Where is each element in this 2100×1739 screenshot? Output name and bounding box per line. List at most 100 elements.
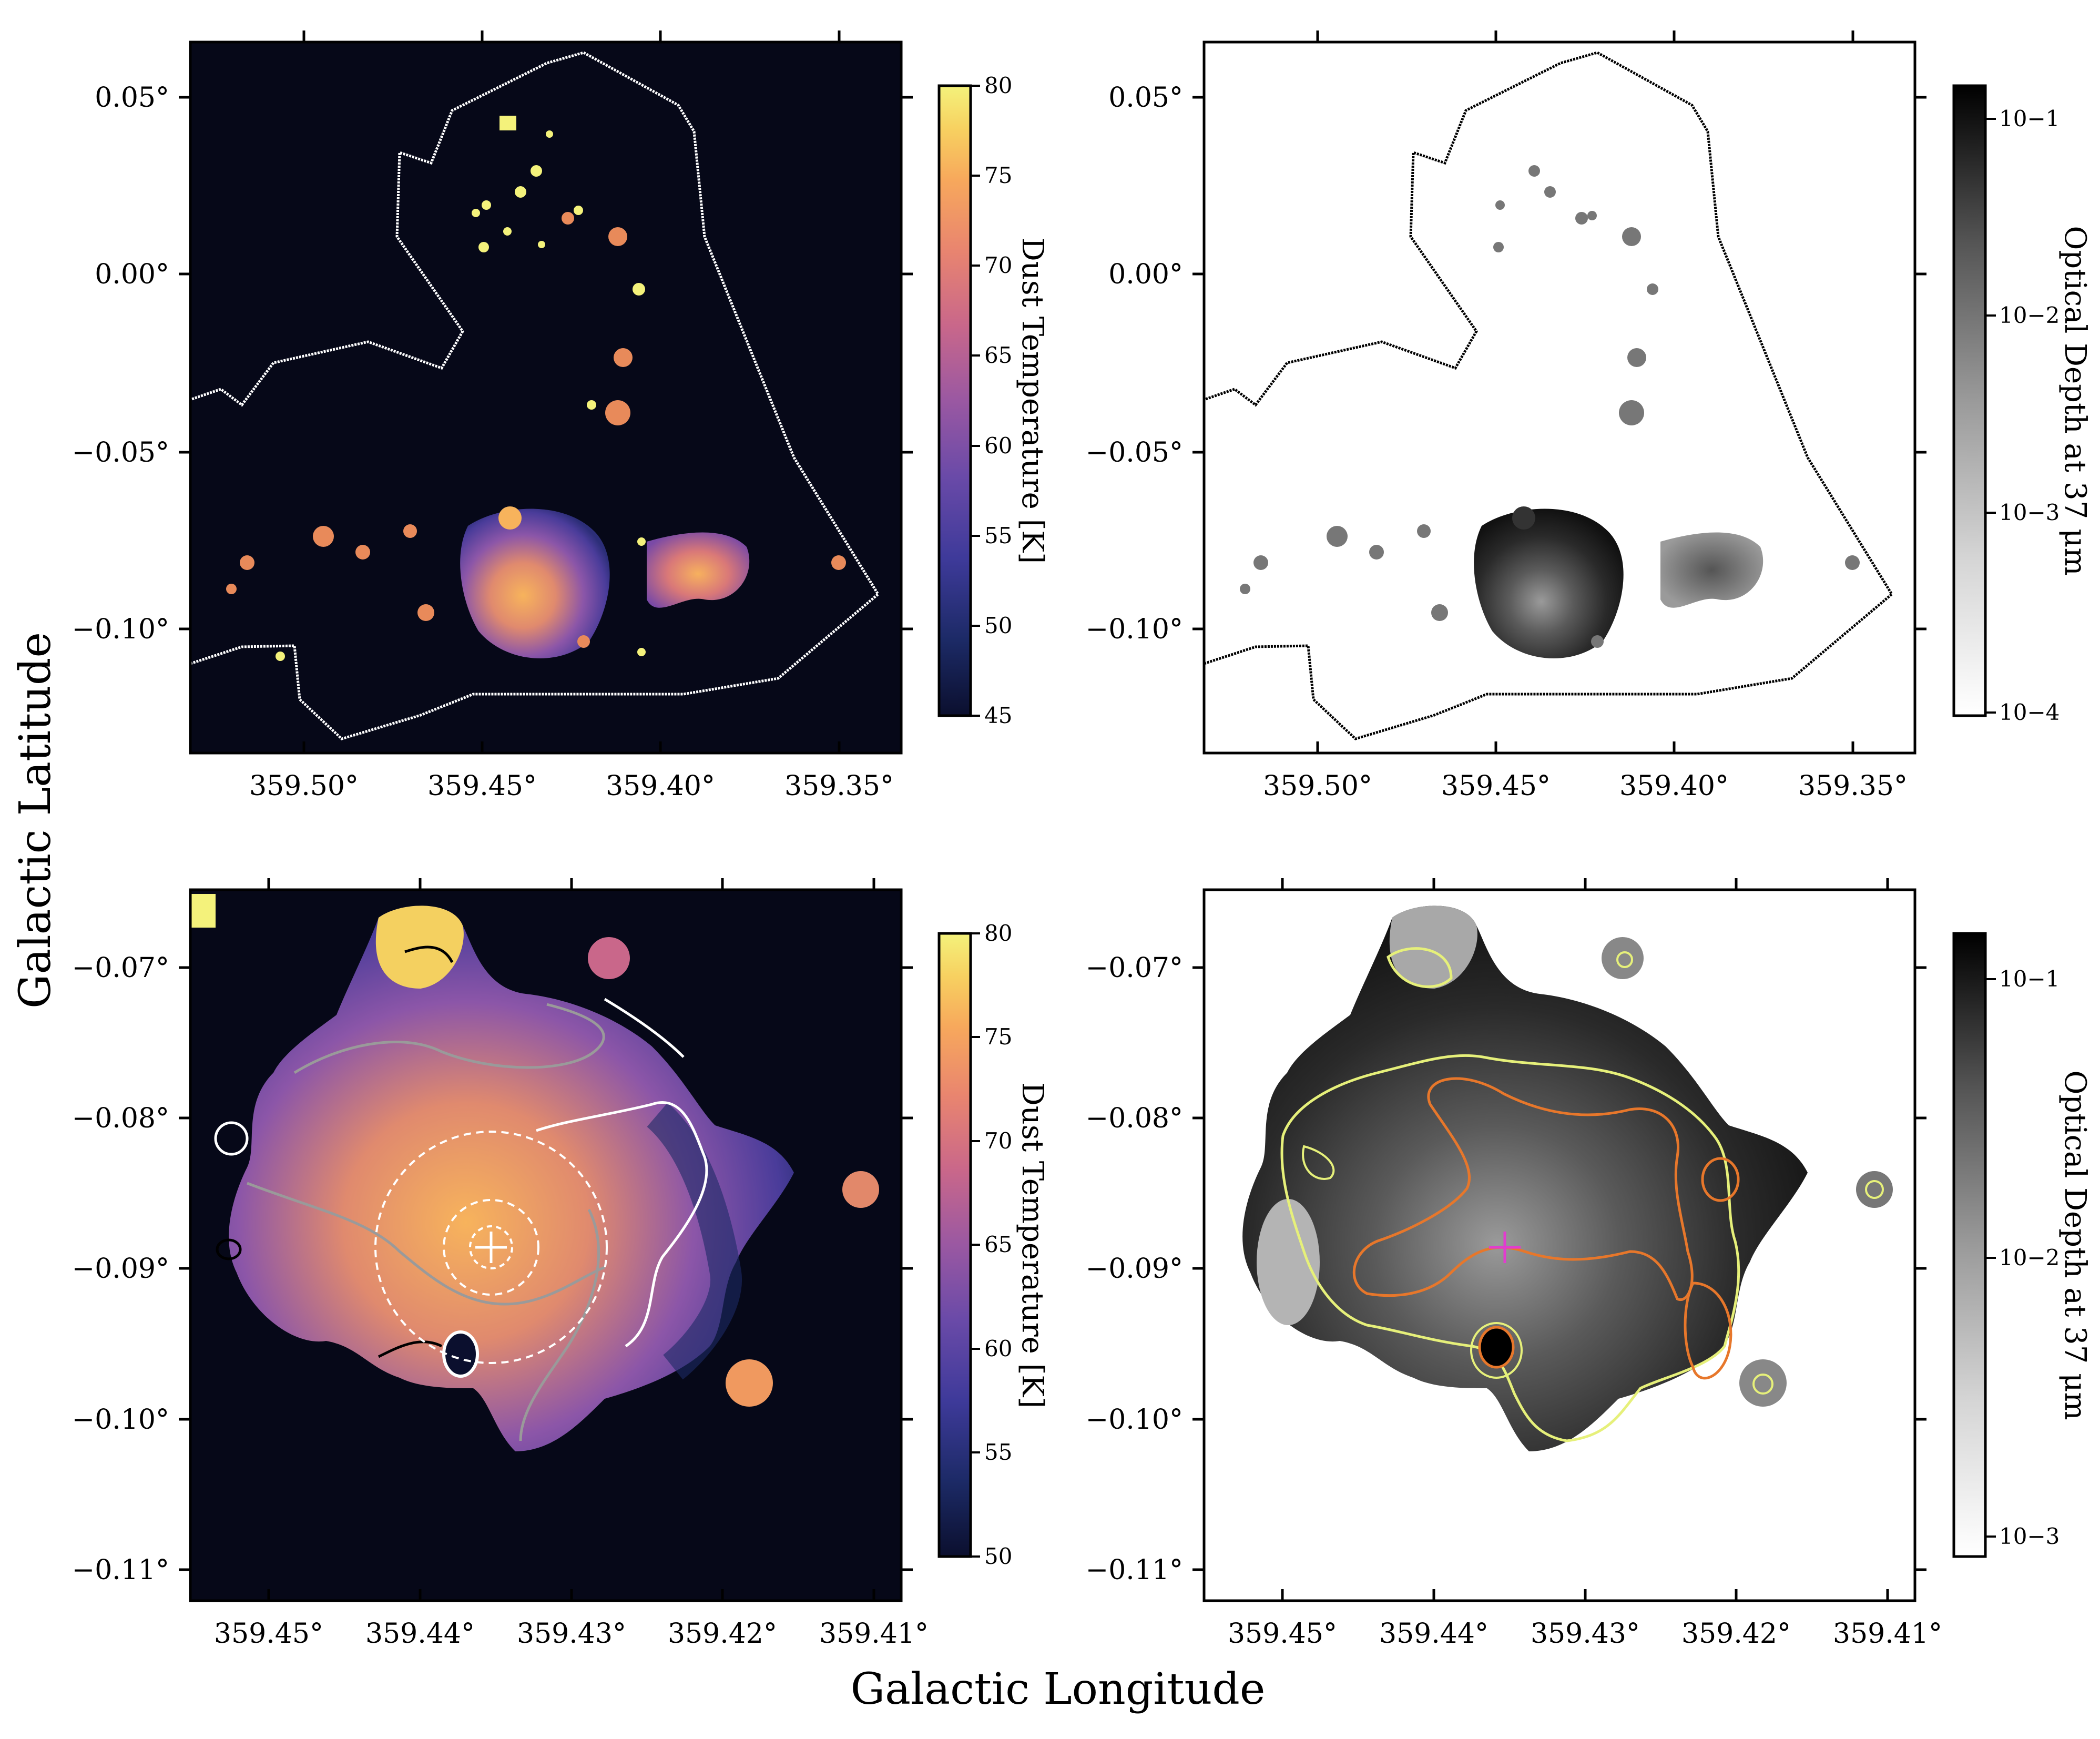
main-cloud xyxy=(1474,509,1624,659)
north-blob xyxy=(1389,906,1477,989)
cold-core xyxy=(442,1330,479,1378)
x-tick-labels: 359.50° 359.45° 359.40° 359.35° xyxy=(249,770,894,802)
colorbar-tick-label: 75 xyxy=(984,1024,1012,1050)
contour-yellow xyxy=(1280,1054,1740,1442)
colorbar-tick-label: 45 xyxy=(984,703,1012,728)
x-tick-label: 359.45° xyxy=(214,1618,323,1650)
colorbar-tick-label: 10−2 xyxy=(1999,1245,2060,1270)
main-cloud xyxy=(1242,906,1808,1451)
colorbar-title: Dust Temperature [K] xyxy=(1015,1082,1049,1408)
temperature-map-zoom xyxy=(190,894,879,1451)
y-tick-label: 0.05° xyxy=(1108,82,1183,114)
x-tick-label: 359.41° xyxy=(819,1618,929,1650)
x-tick-labels: 359.50° 359.45° 359.40° 359.35° xyxy=(1263,770,1908,802)
corner-hot-spot xyxy=(190,894,216,928)
west-lobe xyxy=(1257,1199,1320,1325)
x-tick-label: 359.43° xyxy=(1531,1618,1640,1650)
y-tick-labels: −0.07° −0.08° −0.09° −0.10° −0.11° xyxy=(1086,952,1183,1586)
compact-sources xyxy=(226,212,846,648)
temperature-map xyxy=(190,51,880,740)
panel-top-right: 359.50° 359.45° 359.40° 359.35° 0.05° 0.… xyxy=(1086,30,2092,802)
colorbar-tick-label: 10−1 xyxy=(1999,106,2060,131)
colorbar-tick-label: 65 xyxy=(984,1232,1012,1257)
y-tick-labels: 0.05° 0.00° −0.05° −0.10° xyxy=(72,82,169,645)
aperture-inner xyxy=(469,1225,513,1269)
x-axis-title: Galactic Longitude xyxy=(851,1664,1266,1714)
y-tick-label: −0.10° xyxy=(1086,1404,1183,1436)
colorbar-tick-label: 55 xyxy=(984,523,1012,548)
colorbar-tick-label: 10−3 xyxy=(1999,1523,2060,1549)
y-tick-label: −0.10° xyxy=(1086,614,1183,645)
small-blob xyxy=(1856,1171,1893,1208)
y-tick-label: −0.10° xyxy=(72,614,169,645)
coverage-outline xyxy=(190,51,880,740)
contour-orange xyxy=(1352,1077,1694,1301)
colorbar-title: Optical Depth at 37 μm xyxy=(2058,1070,2092,1420)
x-tick-label: 359.45° xyxy=(427,770,537,802)
y-tick-label: 0.05° xyxy=(95,82,169,114)
colorbar-tick-label: 70 xyxy=(984,1128,1012,1154)
depth-map xyxy=(1204,51,1894,740)
colorbar-tick-label: 50 xyxy=(984,613,1012,638)
panel-bottom-left: 359.45° 359.44° 359.43° 359.42° 359.41° … xyxy=(72,878,1049,1650)
colorbar-tick-label: 65 xyxy=(984,342,1012,368)
y-tick-label: −0.09° xyxy=(1086,1253,1183,1285)
y-tick-label: −0.09° xyxy=(72,1253,169,1285)
colorbar-depth-bottom: 10−1 10−2 10−3 Optical Depth at 37 μm xyxy=(1952,932,2092,1558)
coverage-outline xyxy=(1204,51,1894,740)
x-tick-label: 359.50° xyxy=(249,770,359,802)
colorbar-title: Dust Temperature [K] xyxy=(1015,238,1049,564)
small-blob xyxy=(726,1359,773,1407)
x-tick-label: 359.40° xyxy=(606,770,715,802)
center-cross xyxy=(1489,1232,1521,1263)
center-cross xyxy=(475,1232,507,1263)
colorbar-tick-label: 10−2 xyxy=(1999,302,2060,328)
x-tick-label: 359.35° xyxy=(784,770,894,802)
y-tick-labels: 0.05° 0.00° −0.05° −0.10° xyxy=(1086,82,1183,645)
east-cloud xyxy=(1660,532,1763,608)
small-blob xyxy=(588,937,630,979)
colorbar-depth-top: 10−1 10−2 10−3 10−4 Optical Depth at 37 … xyxy=(1952,84,2092,725)
colorbar-tick-label: 10−1 xyxy=(1999,966,2060,992)
depth-map-zoom xyxy=(1242,906,1893,1451)
compact-sources xyxy=(1240,165,1860,648)
x-tick-label: 359.42° xyxy=(1681,1618,1791,1650)
colorbar-tick-label: 60 xyxy=(984,1336,1012,1361)
y-tick-label: −0.08° xyxy=(1086,1103,1183,1134)
colorbar-tick-label: 75 xyxy=(984,162,1012,188)
x-tick-label: 359.45° xyxy=(1441,770,1551,802)
colorbar-tick-label: 55 xyxy=(984,1439,1012,1465)
axis-ticks xyxy=(179,878,913,1601)
x-tick-label: 359.41° xyxy=(1833,1618,1942,1650)
x-tick-label: 359.44° xyxy=(365,1618,475,1650)
x-tick-label: 359.50° xyxy=(1263,770,1372,802)
colorbar-temperature-bottom: 80 75 70 65 60 55 50 Dust Temperature [K… xyxy=(937,920,1049,1569)
colorbar-tick-label: 10−3 xyxy=(1999,500,2060,525)
y-tick-label: −0.07° xyxy=(1086,952,1183,984)
x-tick-labels: 359.45° 359.44° 359.43° 359.42° 359.41° xyxy=(214,1618,929,1650)
y-tick-label: −0.11° xyxy=(72,1554,169,1586)
small-blob xyxy=(1739,1359,1787,1407)
panel-bottom-right: 359.45° 359.44° 359.43° 359.42° 359.41° … xyxy=(1086,878,2092,1650)
hot-sources xyxy=(276,116,646,661)
colorbar-tick-label: 80 xyxy=(984,920,1012,946)
axis-ticks xyxy=(179,30,913,753)
colorbar-tick-label: 60 xyxy=(984,433,1012,459)
colorbar-temperature-top: 80 75 70 65 60 55 50 45 Dust Temperature… xyxy=(937,73,1049,728)
east-cloud xyxy=(647,532,750,608)
panel-top-left: 359.50° 359.45° 359.40° 359.35° 0.05° 0.… xyxy=(72,30,1049,802)
aperture-middle xyxy=(443,1199,539,1296)
x-tick-label: 359.45° xyxy=(1228,1618,1337,1650)
colorbar-tick-label: 10−4 xyxy=(1999,699,2060,725)
x-tick-label: 359.44° xyxy=(1379,1618,1489,1650)
y-tick-label: −0.07° xyxy=(72,952,169,984)
x-tick-labels: 359.45° 359.44° 359.43° 359.42° 359.41° xyxy=(1228,1618,1942,1650)
colorbar-tick-label: 80 xyxy=(984,73,1012,98)
main-cloud xyxy=(229,906,794,1451)
dense-core xyxy=(1478,1326,1515,1369)
x-tick-label: 359.42° xyxy=(668,1618,777,1650)
y-tick-label: −0.10° xyxy=(72,1404,169,1436)
aperture-outer xyxy=(374,1131,608,1364)
small-blob xyxy=(1602,937,1644,979)
y-tick-label: 0.00° xyxy=(1108,259,1183,290)
